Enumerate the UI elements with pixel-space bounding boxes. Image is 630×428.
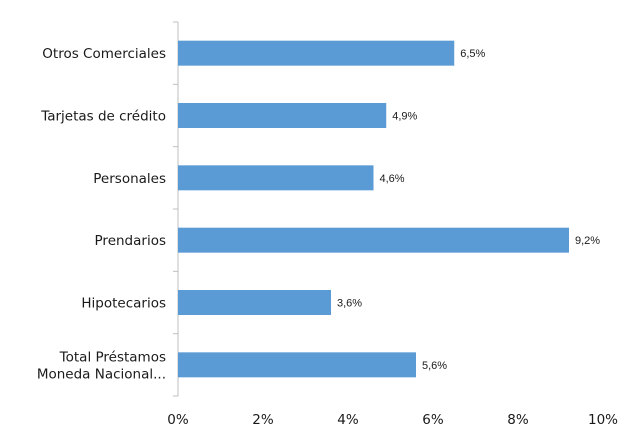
bar [178, 290, 331, 315]
x-tick-labels: 0% 2% 4% 6% 8% 10% [167, 412, 618, 428]
category-label-line: Prendarios [95, 233, 166, 249]
bar [178, 40, 455, 66]
category-label: Hipotecarios [81, 296, 166, 312]
data-label: 4,9% [392, 111, 417, 123]
bar [178, 165, 374, 191]
bar [178, 227, 569, 253]
data-labels: 6,5% 4,9% 4,6% 9,2% 3,6% 5,6% [337, 48, 600, 372]
category-label-line: Moneda Nacional... [37, 366, 166, 382]
category-label: Tarjetas de crédito [40, 109, 166, 125]
data-label: 4,6% [380, 173, 405, 185]
category-label: Total Préstamos Moneda Nacional... [37, 349, 166, 382]
x-tick-label: 2% [252, 412, 274, 428]
category-label-line: Otros Comerciales [42, 46, 166, 62]
category-label-line: Tarjetas de crédito [40, 109, 166, 125]
x-tick-label: 4% [337, 412, 359, 428]
x-tick-label: 6% [422, 412, 444, 428]
x-tick-label: 10% [588, 412, 618, 428]
category-label: Prendarios [95, 233, 166, 249]
chart-bars [178, 40, 569, 378]
x-tick-label: 8% [507, 412, 529, 428]
chart-axes [173, 21, 179, 397]
category-label-line: Hipotecarios [81, 296, 166, 312]
category-label-line: Total Préstamos [59, 349, 166, 365]
bar [178, 352, 416, 378]
data-label: 5,6% [422, 360, 447, 372]
category-label: Personales [93, 171, 166, 187]
data-label: 9,2% [575, 235, 600, 247]
bar [178, 103, 387, 128]
x-tick-label: 0% [167, 412, 189, 428]
category-label-line: Personales [93, 171, 166, 187]
data-label: 3,6% [337, 298, 362, 310]
data-label: 6,5% [460, 48, 485, 60]
category-label: Otros Comerciales [42, 46, 166, 62]
category-labels: Otros Comerciales Tarjetas de crédito Pers… [37, 46, 166, 382]
